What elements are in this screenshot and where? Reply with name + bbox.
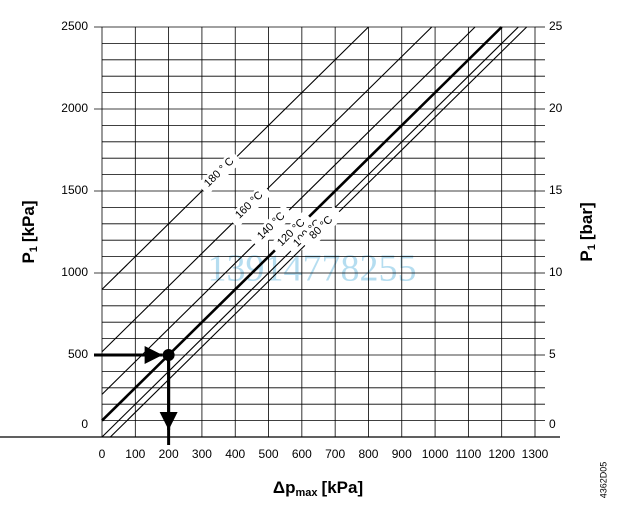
y2-tick-label: 25 <box>549 19 563 33</box>
series-label-bg <box>299 206 345 251</box>
x-tick-label: 700 <box>325 447 345 461</box>
y-tick-label: 2500 <box>61 19 88 33</box>
x-tick-label: 1300 <box>522 447 549 461</box>
series-label-bg <box>197 150 243 196</box>
figure-code: 4362D05 <box>598 462 608 499</box>
y-label-sub: 1 <box>28 246 40 252</box>
x-tick-label: 0 <box>99 447 106 461</box>
x-tick-label: 1000 <box>422 447 449 461</box>
x-tick-label: 800 <box>358 447 378 461</box>
x-tick-label: 500 <box>259 447 279 461</box>
y-tick-label: 1000 <box>61 265 88 279</box>
example-point <box>162 349 175 361</box>
y2-axis-label: P1 [bar] <box>577 202 597 261</box>
y2-tick-label: 5 <box>549 347 556 361</box>
y-label-unit: [kPa] <box>19 200 38 242</box>
y2-label-main: P <box>577 250 596 261</box>
x-label-unit: [kPa] <box>322 478 364 497</box>
x-tick-label: 100 <box>125 447 145 461</box>
y-tick-label: 0 <box>81 417 88 431</box>
x-label-sub: max <box>296 487 319 499</box>
series-label-group: 160 °C <box>227 183 273 228</box>
x-tick-label: 1200 <box>488 447 515 461</box>
series-label-bg <box>269 210 315 256</box>
series-label-bg <box>227 183 273 228</box>
x-tick-label: 600 <box>292 447 312 461</box>
y2-label-sub: 1 <box>586 244 598 250</box>
x-axis-label: Δpmax [kPa] <box>273 478 363 498</box>
series-label: 180 ° C <box>202 155 237 189</box>
x-tick-label: 900 <box>392 447 412 461</box>
watermark: 13914778255 <box>208 248 417 290</box>
y-axis-label: P1 [kPa] <box>19 200 39 263</box>
x-tick-label: 400 <box>225 447 245 461</box>
y2-tick-label: 10 <box>549 265 563 279</box>
y2-label-unit: [bar] <box>577 202 596 240</box>
y-label-main: P <box>19 252 38 263</box>
y-tick-label: 2000 <box>61 101 88 115</box>
x-tick-label: 1100 <box>455 447 481 461</box>
x-label-main: Δp <box>273 478 296 497</box>
y2-tick-label: 20 <box>549 101 563 115</box>
series-label-bg <box>249 204 295 249</box>
x-tick-label: 200 <box>159 447 179 461</box>
x-tick-label: 300 <box>192 447 212 461</box>
y-tick-label: 500 <box>68 347 88 361</box>
y2-tick-label: 0 <box>549 417 556 431</box>
y2-tick-label: 15 <box>549 183 563 197</box>
y-tick-label: 1500 <box>61 183 88 197</box>
